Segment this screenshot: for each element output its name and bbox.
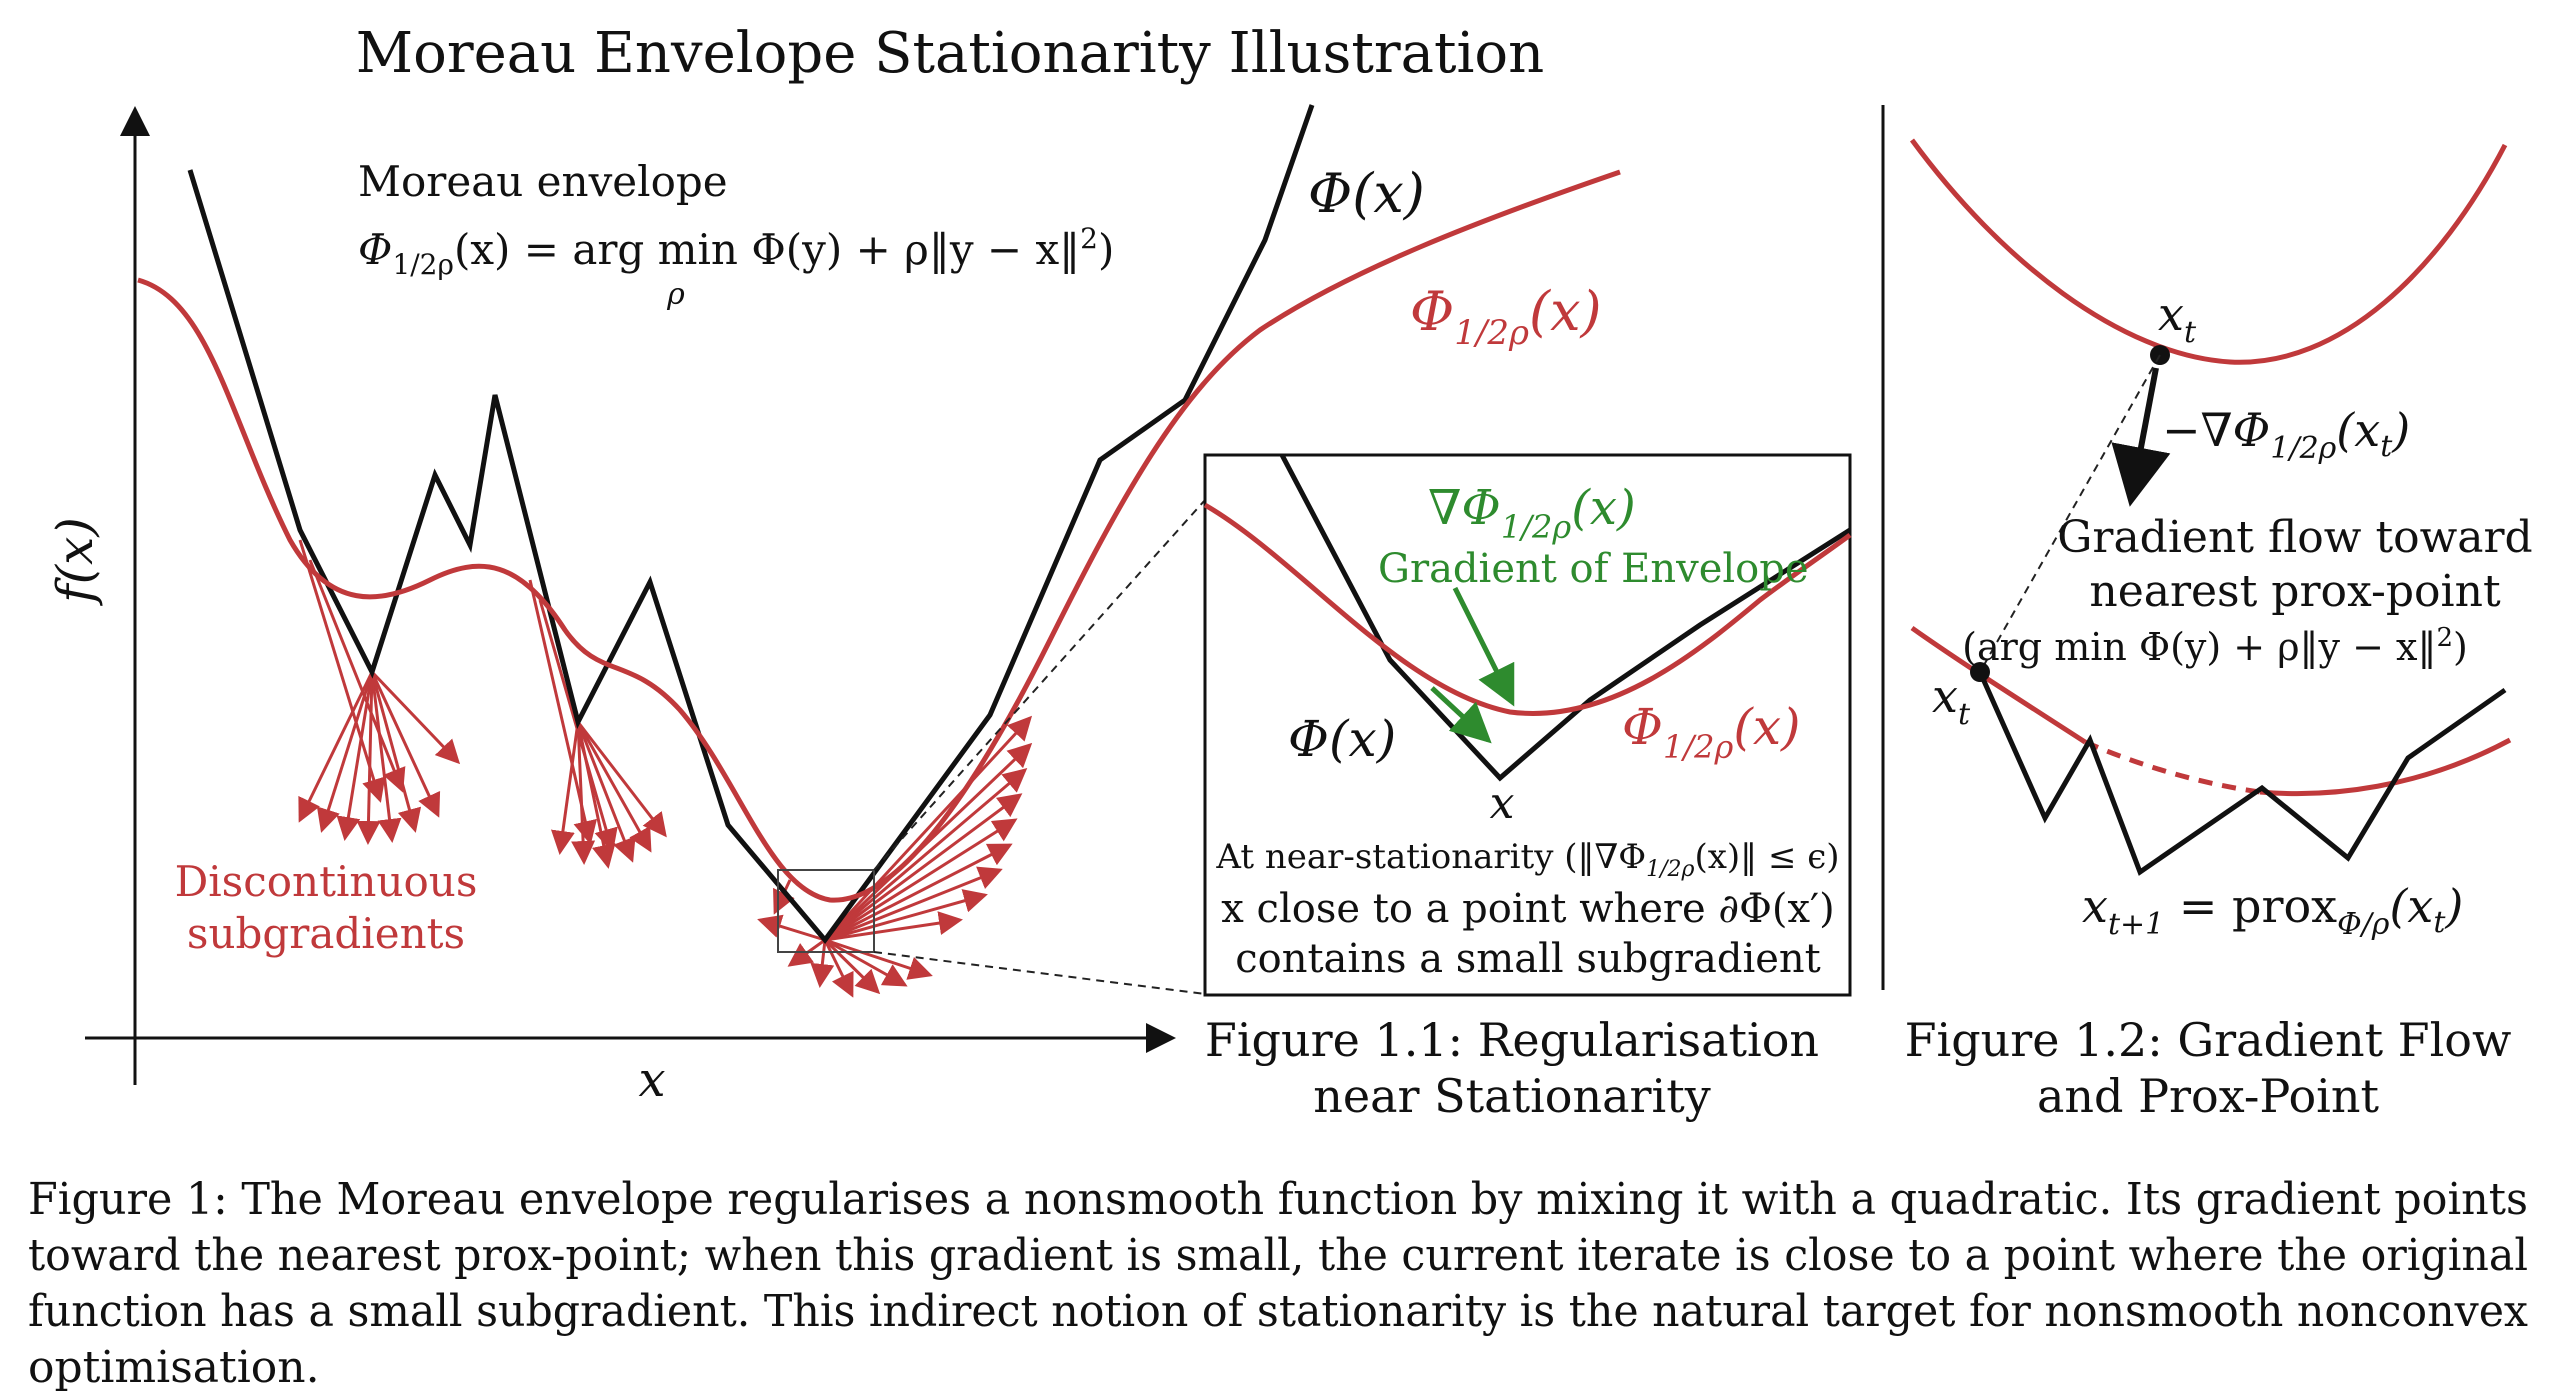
phi-curve	[187, 104, 1315, 945]
x-axis-label: x	[638, 1052, 665, 1108]
prox-formula: xt+1 = proxΦ/ρ(xt)	[2082, 879, 2463, 942]
right-dashed-link	[1979, 354, 2161, 673]
xt-bottom-label: xt	[1932, 669, 1971, 732]
caption-line1: Figure 1: The Moreau envelope regularise…	[28, 1174, 2528, 1225]
subgradient-fan-middle	[528, 579, 667, 869]
inset-note-line2: x close to a point where ∂Φ(x′)	[1221, 886, 1834, 932]
caption-line4: optimisation.	[28, 1342, 320, 1393]
right-flow-line3: (arg min Φ(y) + ρ‖y − x‖2)	[1962, 623, 2468, 669]
right-gradient-label: −∇Φ1/2ρ(xt)	[2162, 403, 2410, 466]
fig12-caption-line2: and Prox-Point	[2037, 1069, 2380, 1123]
y-axis-label: f(x)	[46, 517, 104, 607]
inset-panel: ∇Φ1/2ρ(x) Gradient of Envelope Φ(x) Φ1/2…	[1203, 453, 1852, 997]
formula-under-rho: ρ	[666, 277, 685, 312]
main-panel: f(x) x	[46, 104, 1621, 1108]
right-panel: xt −∇Φ1/2ρ(xt) Gradient flow toward near…	[1909, 138, 2533, 942]
fig12-caption-line1: Figure 1.2: Gradient Flow	[1905, 1013, 2512, 1067]
inset-frame	[1203, 453, 1852, 997]
inset-note-line3: contains a small subgradient	[1235, 936, 1821, 982]
caption-line3: function has a small subgradient. This i…	[28, 1286, 2528, 1337]
envelope-label: Φ1/2ρ(x)	[1410, 280, 1602, 353]
figure-title: Moreau Envelope Stationarity Illustratio…	[356, 21, 1544, 86]
xt-top-label: xt	[2158, 287, 2197, 350]
inset-note-line1: At near-stationarity (‖∇Φ1/2ρ(x)‖ ≤ ϵ)	[1215, 837, 1839, 882]
phi-label: Φ(x)	[1308, 162, 1425, 225]
inset-gradient-label: ∇Φ1/2ρ(x)	[1428, 480, 1636, 546]
caption-line2: toward the nearest prox-point; when this…	[28, 1230, 2528, 1281]
inset-envelope-label: Φ1/2ρ(x)	[1622, 698, 1801, 766]
inset-gradient-caption: Gradient of Envelope	[1378, 546, 1809, 592]
subgradient-fan-left	[298, 539, 461, 845]
zoom-box	[777, 869, 875, 953]
right-bottom-envelope-dashed	[2084, 739, 2261, 795]
right-flow-line2: nearest prox-point	[2089, 566, 2501, 617]
inset-x-label: x	[1490, 778, 1515, 829]
moreau-envelope-label: Moreau envelope	[358, 157, 728, 206]
xt-bottom-point	[1970, 662, 1990, 682]
envelope-curve	[137, 169, 1621, 903]
inset-phi-curve	[1279, 453, 1852, 782]
right-bottom-phi	[1977, 670, 2507, 876]
right-top-parabola	[1909, 138, 2508, 365]
right-bottom-envelope-solid	[1910, 625, 2087, 745]
fig11-caption-line1: Figure 1.1: Regularisation	[1205, 1013, 1819, 1067]
right-gradient-arrow	[2111, 367, 2171, 507]
discontinuous-label-1: Discontinuous	[175, 857, 478, 906]
right-flow-line1: Gradient flow toward	[2057, 512, 2532, 563]
zoom-connector-top	[873, 499, 1206, 871]
discontinuous-label-2: subgradients	[187, 909, 465, 958]
right-bottom-envelope-tail	[2259, 737, 2512, 797]
fig11-caption-line2: near Stationarity	[1313, 1069, 1710, 1123]
subgradient-fan-minimum	[757, 715, 1033, 998]
main-caption: Figure 1: The Moreau envelope regularise…	[28, 1174, 2528, 1393]
inset-envelope-curve	[1203, 502, 1852, 716]
moreau-formula: Φ1/2ρ(x) = arg min Φ(y) + ρ‖y − x‖2)	[358, 222, 1114, 281]
inset-phi-label: Φ(x)	[1288, 710, 1396, 768]
inset-gradient-arrow-long	[1452, 586, 1515, 707]
inset-gradient-arrow-short	[1430, 686, 1492, 744]
